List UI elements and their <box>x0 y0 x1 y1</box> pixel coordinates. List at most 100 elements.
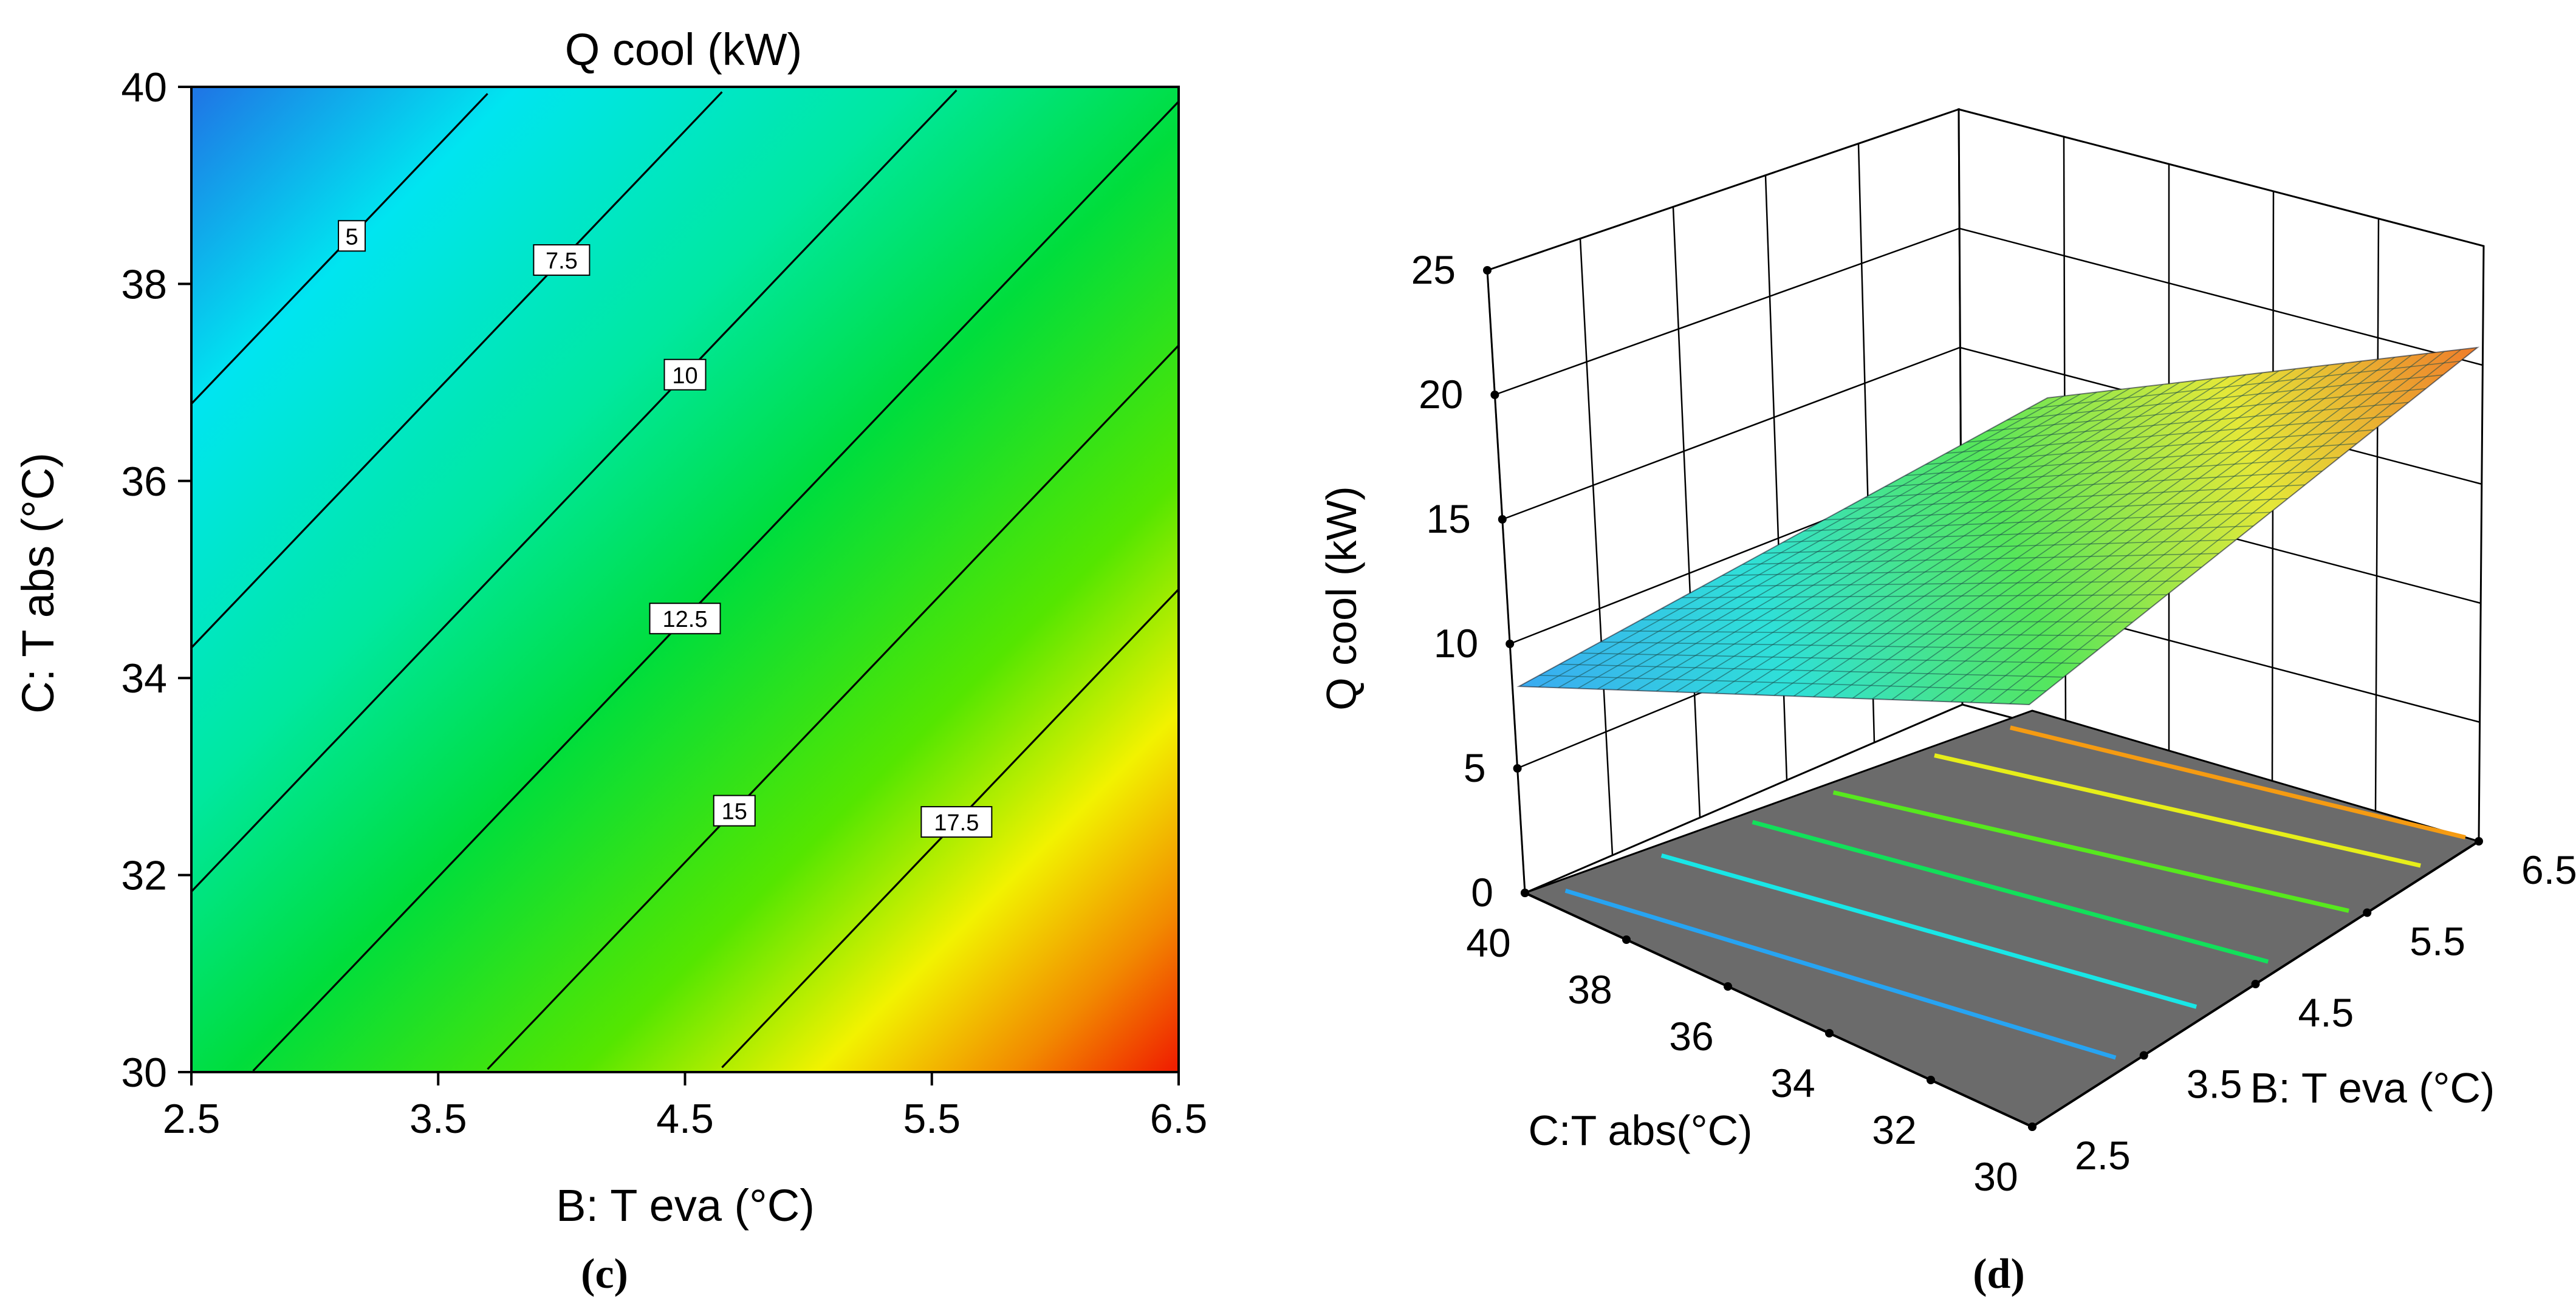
y-tick-label: 40 <box>121 64 167 111</box>
x-tick-label: 38 <box>1567 967 1612 1012</box>
mesh-line <box>1813 368 2296 697</box>
contour-label-box <box>338 220 366 252</box>
contour-y-axis-label: C: T abs (°C) <box>13 453 63 714</box>
mesh-line <box>2027 360 2461 410</box>
contour-x-axis-label: B: T eva (°C) <box>556 1180 815 1231</box>
z-tick-label: 5 <box>1464 745 1486 790</box>
y-axis-label: B: T eva (°C) <box>2250 1064 2495 1112</box>
z-tick-label: 10 <box>1434 621 1478 666</box>
contour-line-12.5 <box>252 100 1180 1072</box>
z-tick-label: 15 <box>1426 496 1470 541</box>
contour-title: Q cool (kW) <box>565 24 803 75</box>
contour-x-ticks: 2.5 3.5 4.5 5.5 6.5 <box>163 1072 1208 1142</box>
y-tick-label: 3.5 <box>2187 1062 2242 1107</box>
x-tick-label: 36 <box>1669 1014 1713 1059</box>
contour-label: 7.5 <box>546 248 578 274</box>
x-tick-label: 32 <box>1872 1107 1916 1152</box>
floor-contour-line <box>1832 790 2349 913</box>
contour-y-ticks: 30 32 34 36 38 40 <box>121 64 191 1096</box>
contour-line-10 <box>190 89 957 893</box>
response-surface <box>1519 347 2478 705</box>
y-tick-mark <box>2475 837 2483 846</box>
mesh-line <box>1950 355 2412 703</box>
contour-label: 10 <box>672 363 697 389</box>
z-tick-label: 25 <box>1411 247 1456 292</box>
mesh-line <box>1989 350 2445 704</box>
mesh-line <box>1783 525 2254 543</box>
floor-contour-line <box>1752 820 2269 964</box>
mesh-line <box>2006 374 2444 421</box>
x-tick-label: 34 <box>1770 1061 1815 1106</box>
y-tick-label: 38 <box>121 261 167 307</box>
mesh-line <box>1803 511 2271 532</box>
contour-labels: 5 7.5 10 12.5 15 17.5 <box>338 220 993 838</box>
floor-contours <box>1564 725 2466 1060</box>
mesh-line <box>1970 352 2428 703</box>
z-tick-label: 20 <box>1419 372 1463 417</box>
z-tick-label: 0 <box>1471 870 1493 915</box>
y-tick-mark <box>2139 1051 2148 1060</box>
y-tick-label: 32 <box>121 853 167 899</box>
y-tick-label: 30 <box>121 1050 167 1096</box>
mesh-line <box>1945 415 2392 454</box>
x-tick-label: 30 <box>1973 1154 2018 1199</box>
z-tick-mark <box>1498 515 1507 524</box>
surface-edge <box>1516 346 2480 706</box>
contour-label: 15 <box>722 799 747 825</box>
z-tick-mark <box>1506 640 1515 648</box>
floor-contour-line <box>1660 853 2197 1009</box>
contour-label-box <box>533 244 591 276</box>
x-tick-label: 40 <box>1466 920 1510 965</box>
x-tick-mark <box>1521 889 1529 897</box>
mesh-line <box>1885 457 2340 487</box>
contour-label: 5 <box>345 224 358 250</box>
mesh-line <box>1852 364 2329 699</box>
x-tick-label: 4.5 <box>656 1096 714 1142</box>
floor-contour-line <box>1934 753 2421 868</box>
z-tick-mark <box>1513 764 1522 773</box>
mesh-line <box>1864 470 2323 499</box>
mesh-line <box>1891 360 2362 700</box>
y-tick-label: 4.5 <box>2298 990 2354 1035</box>
contour-label-box <box>649 603 721 635</box>
x-tick-mark <box>1825 1029 1834 1037</box>
contour-label-box <box>713 795 756 827</box>
x-tick-mark <box>1927 1076 1935 1084</box>
y-tick-label: 5.5 <box>2410 919 2465 964</box>
mesh-line <box>1872 362 2346 700</box>
mesh-line <box>1832 366 2313 699</box>
contour-label-box <box>920 806 993 838</box>
x-tick-label: 2.5 <box>163 1096 221 1142</box>
x-axis-ticks: 40 38 36 34 32 30 <box>1466 889 2036 1199</box>
mesh-line <box>1911 358 2379 701</box>
z-axis-label: Q cool (kW) <box>1318 486 1365 710</box>
contour-line-15 <box>487 344 1180 1070</box>
mesh-line <box>1966 402 2409 443</box>
x-axis-line <box>1524 892 2033 1128</box>
y-tick-label: 36 <box>121 459 167 505</box>
contour-panel: Q cool (kW) 5 7.5 10 12.5 15 17.5 2.5 3.5 4.5 5.… <box>13 24 1207 1297</box>
panel-label-c: (c) <box>581 1251 628 1297</box>
mesh-line <box>1793 370 2280 697</box>
y-tick-mark <box>2363 908 2372 917</box>
y-tick-label: 2.5 <box>2075 1133 2131 1178</box>
z-tick-mark <box>1483 266 1492 275</box>
contour-label-box <box>663 358 707 391</box>
x-tick-mark <box>1622 935 1631 944</box>
mesh-line <box>2009 349 2462 705</box>
mesh-line <box>1844 484 2306 510</box>
contour-label: 12.5 <box>663 607 708 632</box>
mesh-line <box>1986 388 2426 432</box>
z-tick-mark <box>1490 391 1499 399</box>
mesh-line <box>1823 497 2288 521</box>
x-tick-label: 6.5 <box>1150 1096 1208 1142</box>
y-tick-mark <box>2251 980 2260 988</box>
mesh-line <box>1905 443 2357 476</box>
mesh-line <box>1925 429 2374 465</box>
contour-line-7.5 <box>190 91 723 649</box>
panel-label-d: (d) <box>1973 1251 2025 1297</box>
y-tick-label: 6.5 <box>2521 847 2576 892</box>
floor-contour-line <box>2009 725 2466 839</box>
y-tick-label: 34 <box>121 655 167 702</box>
